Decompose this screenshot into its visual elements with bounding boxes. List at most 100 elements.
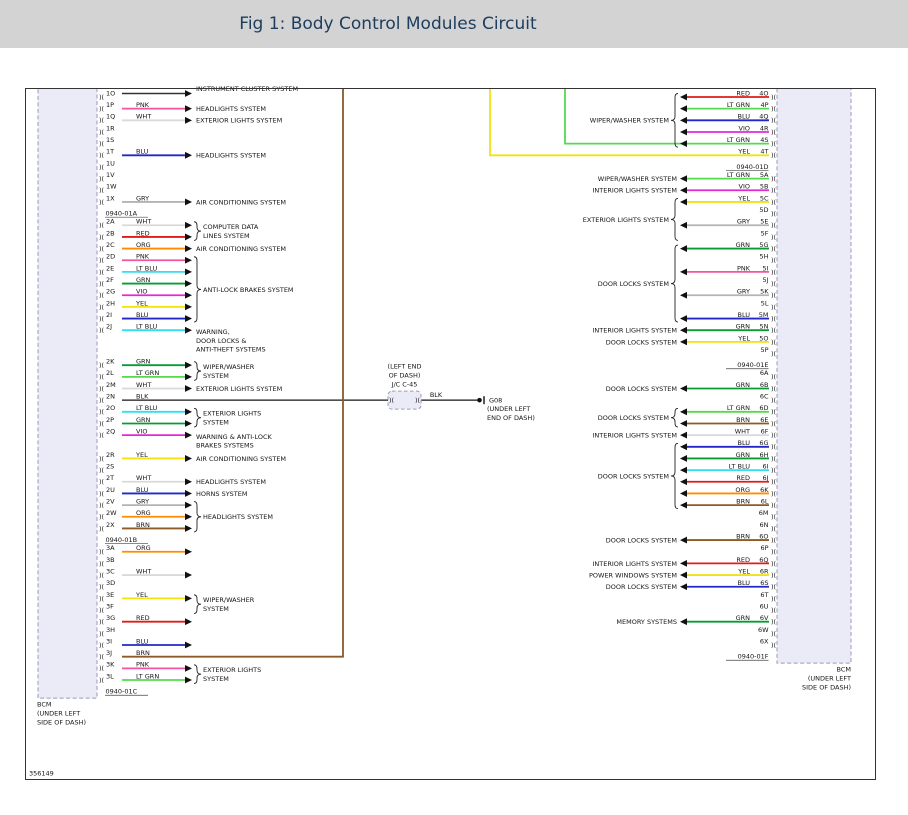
wire-color-label: LT GRN [727,136,750,144]
pin-label: 5L [761,299,769,307]
pin-terminal: )( [99,618,105,626]
pin-label: 6I [762,463,768,471]
wire-color-label: GRN [736,241,751,249]
pin-terminal: )( [771,467,777,475]
connector-location-label: BCM [37,701,52,709]
arrow-1Q [185,116,192,124]
arrow-6B [680,385,687,392]
drawing-number: 356149 [29,770,54,778]
pin-label: 5K [760,288,769,296]
junction-label: J/C C-45 [391,380,418,388]
pin-terminal: )( [771,606,777,614]
wire-color-label: YEL [737,567,750,575]
group-brace [670,244,679,323]
arrow-5C [680,198,687,206]
pin-terminal: )( [771,175,777,183]
wire-color-label: RED [736,474,750,482]
pin-label: 5C [760,194,769,202]
arrow-2A [185,221,192,229]
arrow-5N [680,326,687,334]
arrow-2B [185,233,192,241]
arrow-6E [680,420,687,427]
wire-color-label: LT GRN [727,101,750,109]
arrow-5B [680,186,687,194]
arrow-3E [185,594,192,602]
system-label: WIPER/WASHER SYSTEM [598,175,677,183]
pin-label: 2G [106,288,115,296]
wire-color-label: GRN [736,451,751,459]
wire-color-label: WHT [136,218,151,226]
wire-color-label: RED [736,89,750,97]
pin-label: 2D [106,253,115,261]
system-label: HORNS SYSTEM [196,490,247,498]
pin-terminal: )( [99,163,105,171]
arrow-3K [185,664,192,672]
system-label: SYSTEM [203,418,229,426]
system-label: HEADLIGHTS SYSTEM [203,513,273,521]
pin-label: 3C [106,567,115,575]
pin-terminal: )( [99,397,105,405]
pin-label: 6P [760,544,768,552]
wire-color-label: LT BLU [136,404,158,412]
pin-label: 6U [760,602,769,610]
system-label: SYSTEM [203,675,229,683]
wire-color-label: BRN [136,649,150,657]
connector-location-label: SIDE OF DASH) [37,718,86,726]
system-label: SYSTEM [203,372,229,380]
pin-label: 3G [106,614,115,622]
pin-terminal: )( [99,420,105,428]
arrow-cut-top [185,90,192,97]
pin-terminal: )( [99,117,105,125]
pin-terminal: )( [99,140,105,148]
arrow-2W [185,513,192,521]
wire-3J [122,88,344,658]
wire-color-label: GRN [136,416,151,424]
arrow-1X [185,198,192,206]
group-brace [193,664,202,684]
system-label: DOOR LOCKS SYSTEM [606,583,677,591]
pin-label: 6F [761,428,769,436]
pin-label: 5P [760,346,768,354]
figure-header: Fig 1: Body Control Modules Circuit [0,0,908,48]
group-brace [670,197,679,241]
pin-label: 2J [106,323,112,331]
pin-terminal: )( [99,583,105,591]
ground-location-label: END OF DASH) [487,414,535,422]
group-brace [193,407,202,428]
arrow-6R [680,571,687,579]
pin-terminal: )( [771,268,777,276]
arrow-5E [680,221,687,229]
arrow-2H [185,303,192,311]
arrow-2F [185,280,192,287]
arrow-2X [185,525,192,532]
group-brace [193,594,202,614]
pin-terminal: )( [771,198,777,206]
pin-label: 6O [759,532,768,540]
pin-label: 6V [760,614,769,622]
pin-label: 6J [762,474,768,482]
pin-label: 3I [106,637,112,645]
pin-label: 5I [762,264,768,272]
pin-terminal: )( [771,513,777,521]
wire-color-label: BLU [737,579,750,587]
wire-color-label: BRN [136,521,150,529]
arrow-2R [185,455,192,462]
arrow-6K [680,490,687,497]
pin-terminal: )( [771,315,777,323]
wire-color-label: LT GRN [727,404,750,412]
system-label: DOOR LOCKS & [196,337,246,345]
pin-terminal: )( [99,315,105,323]
wire-color-label: BLK [136,393,149,401]
pin-label: 4T [760,148,768,156]
pin-terminal: )( [99,408,105,416]
pin-label: 2F [106,276,114,284]
pin-terminal: )( [99,478,105,486]
arrow-2Q [185,431,192,439]
arrow-5I [680,268,687,276]
pin-label: 1S [106,136,114,144]
pin-terminal: )( [99,630,105,638]
pin-terminal: )( [99,665,105,673]
system-label: SYSTEM [203,605,229,613]
pin-terminal: )( [771,280,777,288]
arrow-2T [185,478,192,486]
